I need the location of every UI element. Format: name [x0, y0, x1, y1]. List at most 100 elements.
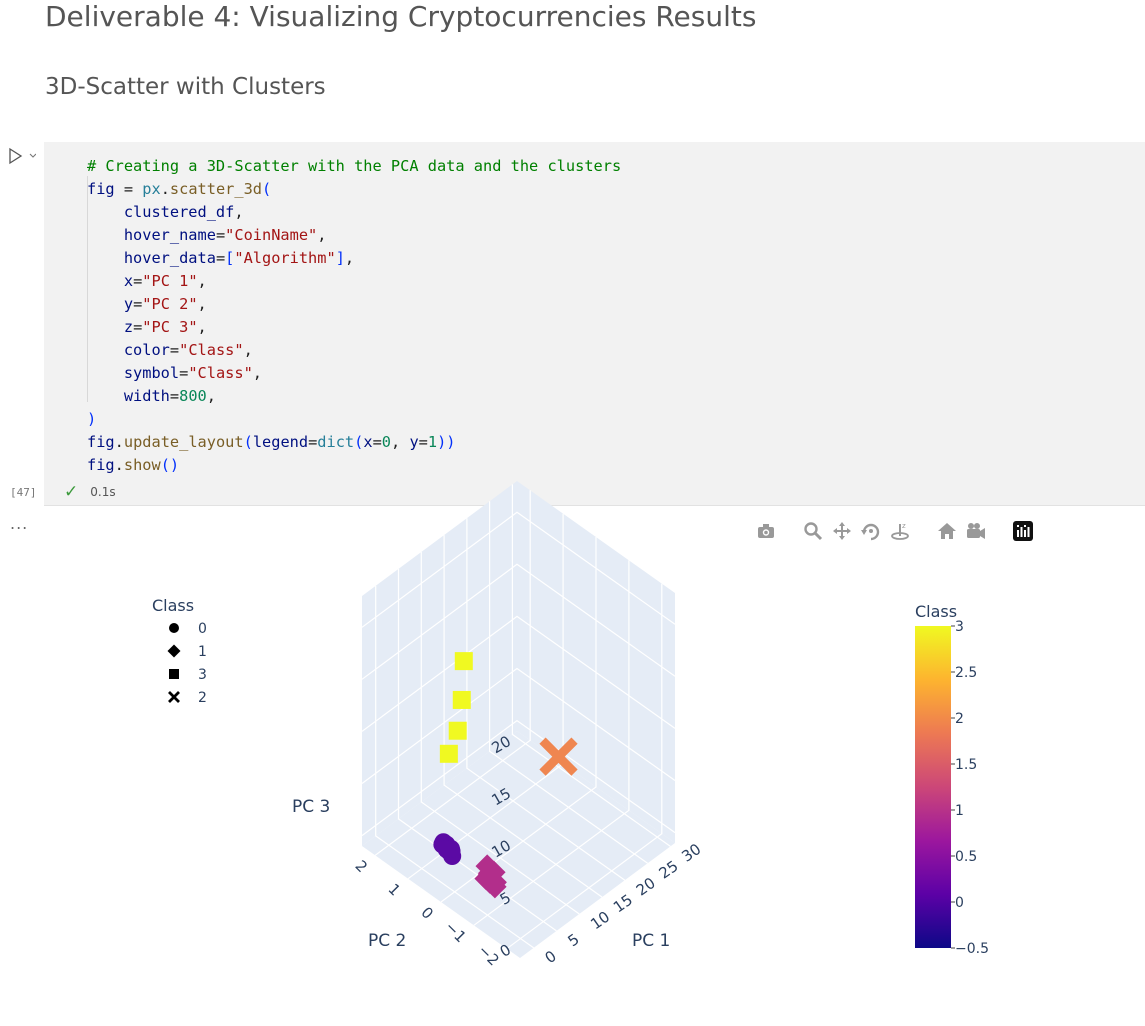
legend-label: 0 — [198, 621, 207, 637]
z-gridline — [361, 615, 676, 732]
data-point-diamond — [477, 863, 502, 887]
data-point-square — [169, 669, 179, 679]
code-line: y="PC 2", — [87, 295, 207, 313]
data-point-x-stroke — [168, 691, 180, 703]
z-axis-title: PC 3 — [292, 797, 330, 817]
code-cell[interactable] — [44, 142, 1145, 506]
plot-modebar: z — [755, 520, 1041, 542]
z-gridline — [361, 563, 676, 680]
legend-item[interactable]: 1 — [167, 644, 207, 660]
x-tick-label: 25 — [656, 857, 682, 883]
colorbar-tick-label: −0.5 — [955, 941, 989, 957]
chevron-down-icon — [29, 153, 36, 158]
data-point-square — [439, 744, 458, 763]
camera-icon[interactable] — [755, 520, 777, 542]
data-point-circle — [169, 623, 179, 633]
x-tick-label: 0 — [542, 947, 560, 967]
legend-label: 3 — [198, 667, 207, 683]
code-line: z="PC 3", — [87, 318, 207, 336]
z-gridline — [361, 511, 676, 628]
x-tick-label: 20 — [633, 874, 659, 900]
code-line: hover_name="CoinName", — [87, 226, 327, 244]
data-point-square — [454, 652, 473, 671]
code-line: color="Class", — [87, 341, 253, 359]
data-point-square — [448, 721, 467, 740]
colorbar-tick-label: 3 — [955, 619, 964, 635]
code-line: x="PC 1", — [87, 272, 207, 290]
y-tick-label: 0 — [417, 903, 436, 922]
run-icon — [9, 147, 36, 165]
data-point-circle — [437, 840, 456, 859]
series-0 — [433, 833, 462, 866]
y-axis-title: PC 2 — [368, 931, 406, 951]
plotly-logo-icon[interactable] — [1012, 520, 1034, 542]
x-tick-label: 15 — [610, 891, 636, 917]
x-tick-label: 30 — [678, 840, 704, 866]
legend-label: 1 — [198, 644, 207, 660]
turntable-rotation-icon[interactable]: z — [889, 520, 911, 542]
data-point-circle — [437, 840, 456, 859]
y-tick-label: 2 — [352, 857, 371, 876]
indent-guide — [87, 176, 88, 402]
code-line: fig.update_layout(legend=dict(x=0, y=1)) — [87, 433, 456, 451]
data-point-diamond — [167, 644, 181, 658]
data-point-square — [452, 690, 471, 709]
execution-count: [47] — [10, 486, 37, 499]
y-tick-label: −1 — [441, 918, 469, 946]
legend-label: 2 — [198, 690, 207, 706]
execution-duration: 0.1s — [90, 485, 116, 499]
code-line: hover_data=["Algorithm"], — [87, 249, 355, 267]
data-point-square — [452, 690, 471, 709]
series-2 — [539, 737, 578, 776]
code-line: clustered_df, — [87, 203, 244, 221]
data-point-diamond — [477, 863, 502, 887]
data-point-x — [539, 737, 578, 776]
page-heading: Deliverable 4: Visualizing Cryptocurrenc… — [45, 0, 757, 33]
x-tick-label: 5 — [564, 930, 582, 950]
data-point-square — [169, 669, 179, 679]
pan-icon[interactable] — [831, 520, 853, 542]
data-point-circle — [169, 623, 179, 633]
colorbar-tick-label: 0 — [955, 895, 964, 911]
x-axis-title: PC 1 — [632, 931, 670, 951]
home-icon[interactable] — [936, 520, 958, 542]
colorbar-tick-label: 1 — [955, 803, 964, 819]
code-editor[interactable]: # Creating a 3D-Scatter with the PCA dat… — [87, 155, 621, 477]
series-1 — [474, 854, 507, 899]
code-line: # Creating a 3D-Scatter with the PCA dat… — [87, 157, 622, 175]
data-point-square — [454, 652, 473, 671]
plot-markers — [433, 652, 578, 899]
series-3 — [439, 652, 473, 763]
colorbar-tick-label: 1.5 — [955, 757, 977, 773]
data-point-square — [448, 721, 467, 740]
svg-text:z: z — [902, 522, 906, 530]
colorbar-gradient — [915, 626, 951, 948]
execution-status: ✓ 0.1s — [64, 482, 116, 502]
legend-item[interactable]: 3 — [169, 667, 207, 683]
code-line: fig = px.scatter_3d( — [87, 180, 272, 198]
success-check-icon: ✓ — [64, 482, 79, 502]
output-more-button[interactable]: ... — [10, 514, 29, 533]
z-gridline — [361, 667, 676, 784]
run-cell-button[interactable] — [6, 146, 36, 166]
orbit-rotation-icon[interactable] — [860, 520, 882, 542]
data-point-x-stroke — [539, 737, 578, 776]
data-point-x — [168, 691, 180, 703]
colorbar-title: Class — [915, 602, 957, 621]
colorbar-tick-label: 0.5 — [955, 849, 977, 865]
code-line: symbol="Class", — [87, 364, 263, 382]
code-line: fig.show() — [87, 456, 180, 474]
legend-item[interactable]: 0 — [169, 621, 207, 637]
section-subheading: 3D-Scatter with Clusters — [45, 74, 326, 100]
data-point-square — [439, 744, 458, 763]
legend-item[interactable]: 2 — [168, 690, 207, 706]
legend-title: Class — [152, 596, 194, 615]
x-tick-label: 10 — [587, 908, 613, 934]
code-line: width=800, — [87, 387, 216, 405]
camera-view-icon[interactable] — [965, 520, 987, 542]
zoom-icon[interactable] — [802, 520, 824, 542]
legend: 0 1 3 2 — [167, 621, 207, 706]
colorbar-tick-label: 2.5 — [955, 665, 977, 681]
